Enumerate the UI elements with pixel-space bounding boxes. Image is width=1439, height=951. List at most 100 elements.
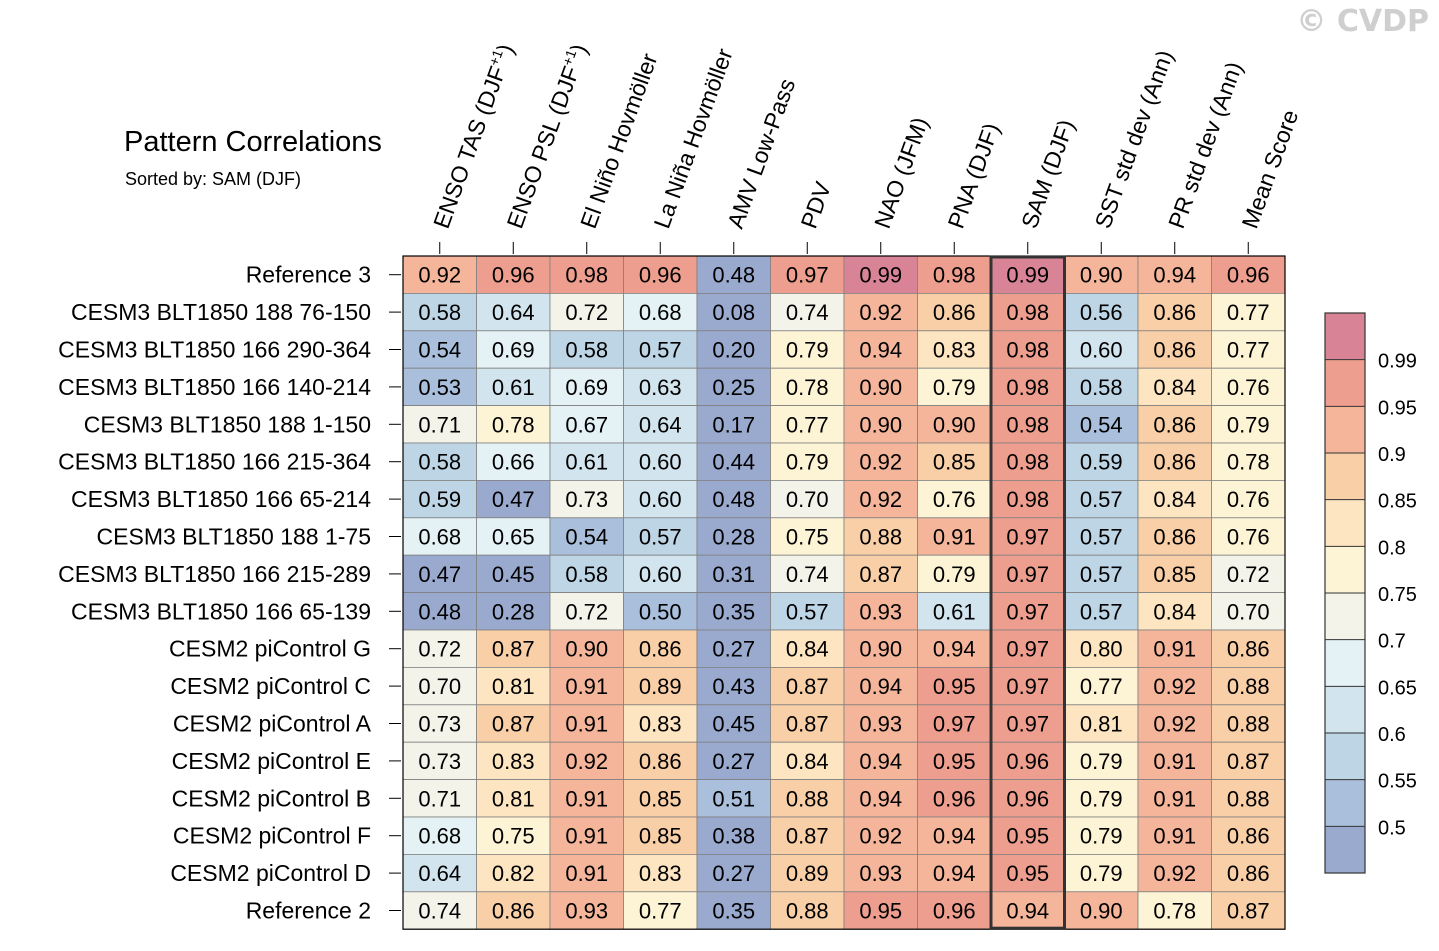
cell-value-label: 0.95 <box>1006 861 1049 886</box>
cell-value-label: 0.98 <box>1006 375 1049 400</box>
heatmap-cell <box>1064 592 1139 631</box>
cell-value-label: 0.83 <box>639 712 682 737</box>
cell-value-label: 0.91 <box>565 712 608 737</box>
cell-value-label: 0.98 <box>933 263 976 288</box>
heatmap-cell <box>402 554 477 594</box>
heatmap-cell <box>770 816 845 855</box>
colorbar-swatch <box>1325 826 1365 873</box>
heatmap-cell <box>549 704 624 743</box>
row-label: CESM3 BLT1850 166 140-214 <box>58 374 371 400</box>
heatmap-cell <box>1137 779 1212 818</box>
heatmap-cell <box>623 330 698 369</box>
heatmap-cell <box>1137 442 1212 481</box>
cell-value-label: 0.72 <box>418 637 461 662</box>
heatmap-cell <box>696 479 771 519</box>
heatmap-cell <box>476 854 551 893</box>
cell-value-label: 0.17 <box>712 412 755 437</box>
heatmap-cell <box>917 779 992 818</box>
cell-value-label: 0.79 <box>1080 749 1123 774</box>
cell-value-label: 0.92 <box>1153 674 1196 699</box>
cell-value-label: 0.69 <box>492 338 535 363</box>
cell-value-label: 0.86 <box>492 899 535 924</box>
heatmap-cell <box>843 704 918 743</box>
cell-value-label: 0.54 <box>1080 412 1123 437</box>
colorbar-swatch <box>1325 453 1365 500</box>
heatmap-cell <box>476 255 551 294</box>
cell-value-label: 0.81 <box>492 674 535 699</box>
heatmap-cell <box>623 854 698 893</box>
cell-value-label: 0.87 <box>786 674 829 699</box>
heatmap-cell <box>990 667 1065 706</box>
cell-value-label: 0.97 <box>1006 674 1049 699</box>
cell-value-label: 0.93 <box>859 712 902 737</box>
cell-value-label: 0.60 <box>639 562 682 587</box>
cell-value-label: 0.87 <box>492 712 535 737</box>
colorbar-tick-label: 0.55 <box>1378 771 1417 793</box>
heatmap-cell <box>1064 405 1139 444</box>
cell-value-label: 0.28 <box>492 599 535 624</box>
cell-value-label: 0.97 <box>1006 712 1049 737</box>
cell-value-label: 0.98 <box>1006 300 1049 325</box>
cell-value-label: 0.48 <box>418 599 461 624</box>
cell-value-label: 0.85 <box>639 824 682 849</box>
heatmap-cell <box>770 891 845 930</box>
cell-value-label: 0.93 <box>859 861 902 886</box>
heatmap-cell <box>1137 517 1212 556</box>
cell-value-label: 0.90 <box>1080 263 1123 288</box>
cell-value-label: 0.66 <box>492 450 535 475</box>
cell-value-label: 0.84 <box>786 749 829 774</box>
heatmap-cell <box>1211 330 1286 369</box>
cell-value-label: 0.61 <box>933 599 976 624</box>
heatmap-cell <box>770 854 845 893</box>
heatmap-cell <box>990 292 1065 332</box>
cell-value-label: 0.93 <box>565 899 608 924</box>
column-label: SST std dev (Ann) <box>1090 47 1179 232</box>
heatmap-cell <box>623 741 698 781</box>
cell-value-label: 0.97 <box>1006 599 1049 624</box>
cell-value-label: 0.57 <box>639 525 682 550</box>
heatmap-cell <box>917 816 992 855</box>
heatmap-cell <box>476 479 551 519</box>
heatmap-cell <box>917 741 992 781</box>
colorbar-tick-label: 0.65 <box>1378 677 1417 699</box>
heatmap-cell <box>1137 367 1212 407</box>
cell-value-label: 0.90 <box>859 375 902 400</box>
colorbar-tick-label: 0.7 <box>1378 631 1406 653</box>
cell-value-label: 0.57 <box>1080 487 1123 512</box>
cell-value-label: 0.97 <box>1006 525 1049 550</box>
chart-subtitle: Sorted by: SAM (DJF) <box>125 169 302 189</box>
heatmap-cell <box>1064 442 1139 481</box>
cell-value-label: 0.85 <box>639 786 682 811</box>
heatmap-cell <box>476 891 551 930</box>
heatmap-cell <box>1064 779 1139 818</box>
cell-value-label: 0.86 <box>1227 637 1270 662</box>
heatmap-cell <box>770 704 845 743</box>
heatmap-cell <box>917 554 992 594</box>
cell-value-label: 0.35 <box>712 899 755 924</box>
heatmap-cell <box>623 891 698 930</box>
chart-title: Pattern Correlations <box>124 126 382 158</box>
heatmap-cell <box>402 816 477 855</box>
cell-value-label: 0.59 <box>1080 450 1123 475</box>
heatmap-cell <box>917 891 992 930</box>
grid-border <box>402 255 1286 930</box>
cell-value-label: 0.63 <box>639 375 682 400</box>
cell-value-label: 0.48 <box>712 263 755 288</box>
row-label: Reference 2 <box>246 898 371 924</box>
cell-value-label: 0.84 <box>786 637 829 662</box>
cell-value-label: 0.98 <box>1006 450 1049 475</box>
column-label: Mean Score <box>1237 106 1304 231</box>
heatmap-cell <box>549 779 624 818</box>
cell-value-label: 0.74 <box>418 899 461 924</box>
cell-value-label: 0.91 <box>1153 749 1196 774</box>
cell-value-label: 0.90 <box>859 637 902 662</box>
colorbar-swatch <box>1325 499 1365 547</box>
cell-value-label: 0.65 <box>492 525 535 550</box>
cell-value-label: 0.54 <box>418 338 461 363</box>
heatmap-cell <box>1137 592 1212 631</box>
cell-value-label: 0.58 <box>1080 375 1123 400</box>
heatmap-cell <box>770 667 845 706</box>
heatmap-cell <box>917 442 992 481</box>
cell-value-label: 0.70 <box>1227 599 1270 624</box>
cell-value-label: 0.78 <box>786 375 829 400</box>
